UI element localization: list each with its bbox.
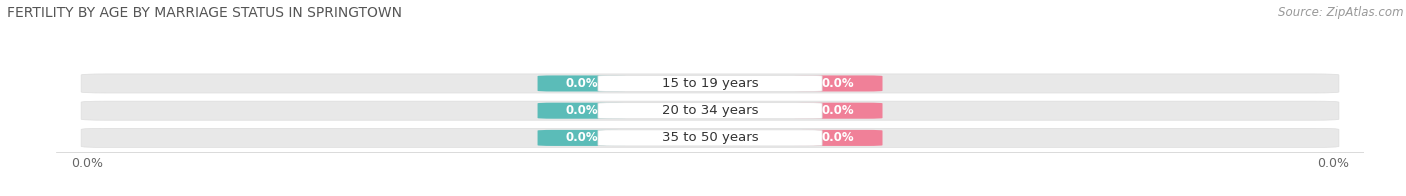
Text: 20 to 34 years: 20 to 34 years (662, 104, 758, 117)
Text: 15 to 19 years: 15 to 19 years (662, 77, 758, 90)
FancyBboxPatch shape (794, 75, 883, 92)
Text: 0.0%: 0.0% (565, 77, 598, 90)
FancyBboxPatch shape (598, 75, 823, 92)
FancyBboxPatch shape (598, 103, 823, 119)
Text: 0.0%: 0.0% (565, 104, 598, 117)
FancyBboxPatch shape (537, 130, 626, 146)
Text: FERTILITY BY AGE BY MARRIAGE STATUS IN SPRINGTOWN: FERTILITY BY AGE BY MARRIAGE STATUS IN S… (7, 6, 402, 20)
FancyBboxPatch shape (794, 130, 883, 146)
Text: 35 to 50 years: 35 to 50 years (662, 131, 758, 144)
Text: 0.0%: 0.0% (823, 77, 855, 90)
Text: 0.0%: 0.0% (823, 131, 855, 144)
FancyBboxPatch shape (794, 103, 883, 119)
FancyBboxPatch shape (537, 103, 626, 119)
FancyBboxPatch shape (598, 130, 823, 146)
FancyBboxPatch shape (82, 128, 1339, 147)
FancyBboxPatch shape (537, 75, 626, 92)
FancyBboxPatch shape (82, 74, 1339, 93)
FancyBboxPatch shape (82, 101, 1339, 120)
Text: Source: ZipAtlas.com: Source: ZipAtlas.com (1278, 6, 1403, 19)
Text: 0.0%: 0.0% (823, 104, 855, 117)
Text: 0.0%: 0.0% (565, 131, 598, 144)
